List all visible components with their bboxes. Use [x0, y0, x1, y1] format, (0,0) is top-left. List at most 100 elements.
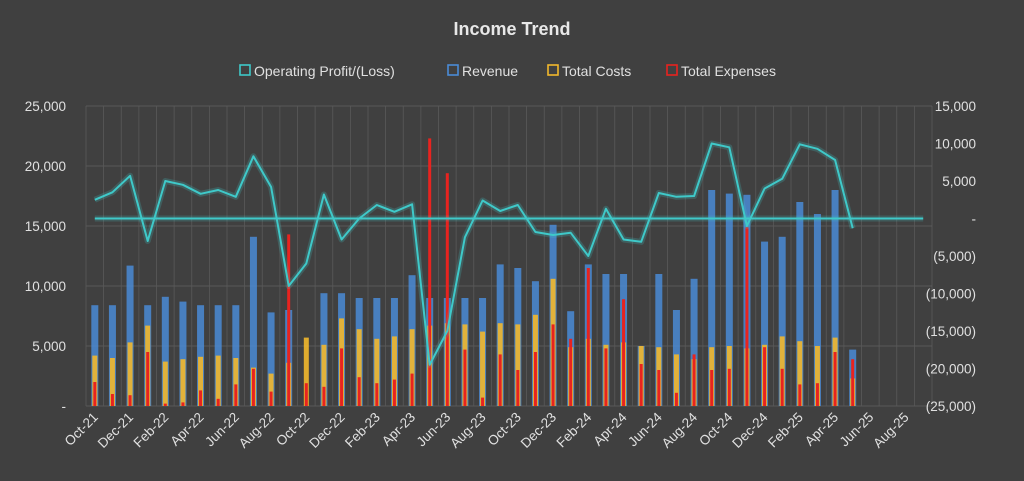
legend-label-revenue: Revenue: [462, 63, 518, 79]
expenses-bar: [604, 348, 608, 406]
x-tick-label: Jun-24: [625, 409, 665, 449]
expenses-bar: [287, 234, 291, 406]
bar-series: [91, 138, 857, 406]
expenses-bar: [745, 227, 749, 406]
expenses-bar: [251, 368, 255, 406]
x-tick-label: Dec-22: [306, 410, 347, 451]
expenses-bar: [375, 383, 379, 406]
revenue-bar: [796, 202, 804, 406]
revenue-bar: [778, 236, 786, 406]
expenses-bar: [657, 370, 661, 406]
expenses-bar: [586, 268, 590, 406]
expenses-bar: [445, 173, 449, 406]
y-right-tick-label: (25,000): [926, 399, 976, 414]
x-tick-label: Aug-24: [659, 409, 701, 451]
revenue-bar: [761, 241, 769, 406]
costs-bar: [198, 356, 204, 406]
expenses-bar: [569, 338, 573, 406]
costs-bar: [374, 338, 380, 406]
costs-bar: [356, 329, 362, 406]
expenses-bar: [410, 373, 414, 406]
x-tick-label: Apr-25: [802, 410, 841, 449]
expenses-bar: [304, 383, 308, 406]
expenses-bar: [128, 395, 132, 406]
costs-bar: [797, 341, 803, 406]
expenses-bar: [481, 397, 485, 406]
x-tick-label: Feb-24: [554, 409, 595, 450]
y-left-tick-label: 10,000: [25, 279, 66, 294]
expenses-bar: [163, 403, 167, 406]
y-right-tick-label: 5,000: [942, 174, 976, 189]
gridlines: [85, 105, 933, 407]
costs-bar: [180, 359, 186, 406]
legend-swatch-revenue: [447, 64, 459, 76]
y-left-tick-label: -: [62, 399, 67, 414]
legend-label-expenses: Total Expenses: [681, 63, 776, 79]
expenses-bar: [710, 370, 714, 406]
x-tick-label: Oct-21: [62, 410, 101, 449]
legend-swatch-expenses: [666, 64, 678, 76]
x-tick-label: Aug-22: [236, 410, 277, 451]
expenses-bar: [516, 370, 520, 406]
costs-bar: [162, 361, 168, 406]
expenses-bar: [110, 394, 114, 406]
x-tick-label: Feb-22: [131, 410, 172, 451]
costs-bar: [268, 373, 274, 406]
costs-bar: [215, 355, 221, 406]
chart-title: Income Trend: [453, 19, 570, 39]
x-tick-label: Aug-25: [870, 410, 911, 451]
expenses-bar: [780, 368, 784, 406]
expenses-bar: [674, 392, 678, 406]
costs-bar: [127, 342, 133, 406]
x-tick-label: Feb-23: [342, 410, 383, 451]
revenue-bar: [831, 190, 839, 406]
costs-bar: [480, 331, 486, 406]
revenue-bar: [161, 296, 169, 406]
legend-label-profit: Operating Profit/(Loss): [254, 63, 395, 79]
y-left-tick-label: 15,000: [25, 219, 66, 234]
line-series: [93, 140, 924, 368]
y-left-tick-label: 25,000: [25, 99, 66, 114]
revenue-bar: [602, 274, 610, 406]
y-left-tick-label: 20,000: [25, 159, 66, 174]
expenses-bar: [798, 384, 802, 406]
revenue-bar: [249, 236, 257, 406]
revenue-bar: [108, 305, 116, 406]
y-right-tick-label: (5,000): [933, 249, 976, 264]
y-right-tick-label: (15,000): [926, 324, 976, 339]
expenses-bar: [692, 354, 696, 406]
y-right-tick-label: (10,000): [926, 287, 976, 302]
costs-bar: [814, 346, 820, 406]
costs-bar: [409, 329, 415, 406]
expenses-bar: [727, 368, 731, 406]
legend: Operating Profit/(Loss) Revenue Total Cost…: [239, 63, 776, 79]
costs-bar: [109, 358, 115, 406]
costs-bar: [303, 337, 309, 406]
x-tick-label: Aug-23: [447, 410, 488, 451]
expenses-bar: [463, 349, 467, 406]
x-tick-label: Apr-24: [590, 409, 630, 449]
costs-bar: [321, 344, 327, 406]
y-right-tick-label: 10,000: [935, 137, 976, 152]
x-tick-label: Apr-22: [167, 410, 206, 449]
revenue-bar: [179, 301, 187, 406]
revenue-bar: [126, 265, 134, 406]
expenses-bar: [322, 386, 326, 406]
revenue-bar: [708, 190, 716, 406]
expenses-bar: [533, 352, 537, 406]
revenue-bar: [267, 312, 275, 406]
revenue-bar: [725, 193, 733, 406]
expenses-bar: [833, 352, 837, 406]
revenue-bar: [232, 305, 240, 406]
y-left-tick-label: 5,000: [32, 339, 66, 354]
expenses-bar: [199, 390, 203, 406]
y-right-tick-label: (20,000): [926, 362, 976, 377]
revenue-bar: [197, 305, 205, 406]
expenses-bar: [216, 398, 220, 406]
expenses-bar: [146, 352, 150, 406]
revenue-bar: [690, 278, 698, 406]
x-tick-label: Feb-25: [765, 410, 806, 451]
expenses-bar: [234, 384, 238, 406]
x-tick-label: Dec-21: [95, 410, 136, 451]
